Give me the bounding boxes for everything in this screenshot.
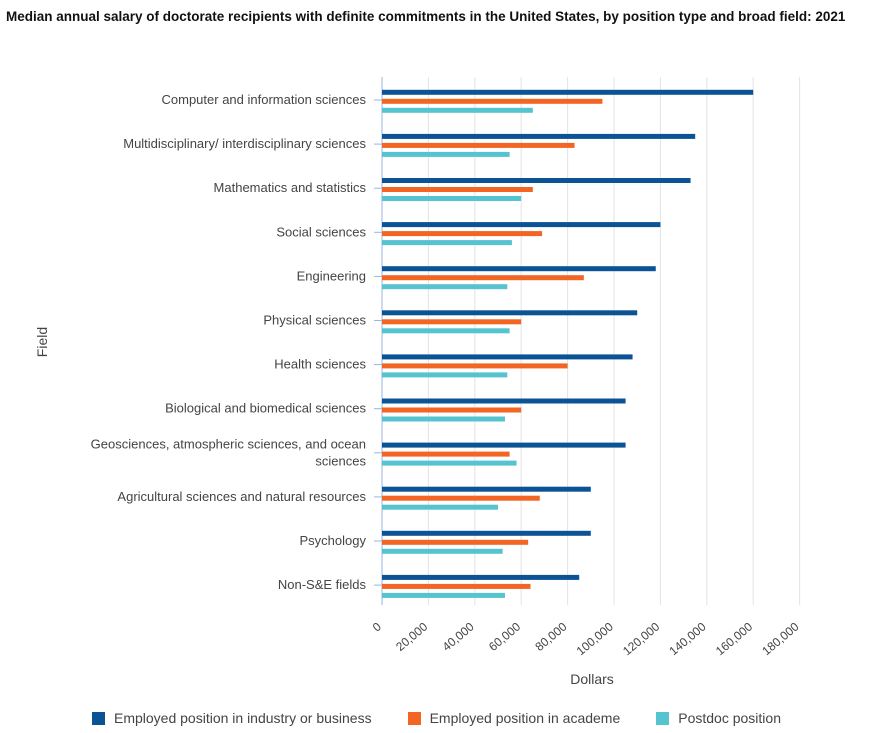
bar-industry	[382, 442, 626, 448]
bar-academe	[382, 142, 575, 148]
legend-label-industry: Employed position in industry or busines…	[114, 710, 372, 726]
bar-postdoc	[382, 151, 510, 157]
x-tick-label: 100,000	[574, 619, 616, 658]
legend-item-academe[interactable]: Employed position in academe	[407, 710, 621, 726]
bar-postdoc	[382, 372, 508, 378]
bar-academe	[382, 583, 531, 589]
category-label: Health sciences	[274, 357, 366, 372]
category-label: Mathematics and statistics	[214, 180, 367, 195]
bar-postdoc	[382, 107, 533, 113]
bar-postdoc	[382, 328, 510, 334]
bar-industry	[382, 133, 696, 139]
bar-industry	[382, 486, 591, 492]
bar-industry	[382, 178, 691, 183]
x-tick-label: 20,000	[393, 619, 430, 654]
x-tick-label: 140,000	[666, 619, 708, 658]
category-label: Computer and information sciences	[162, 92, 367, 107]
x-tick-label: 60,000	[486, 619, 523, 654]
bar-postdoc	[382, 284, 508, 290]
legend-swatch-academe	[407, 711, 421, 725]
bar-industry	[382, 310, 638, 316]
bar-industry	[382, 266, 656, 272]
bar-postdoc	[382, 460, 517, 466]
legend-label-postdoc: Postdoc position	[678, 710, 781, 726]
chart-title: Median annual salary of doctorate recipi…	[6, 9, 846, 24]
bar-academe	[382, 495, 540, 501]
legend-item-postdoc[interactable]: Postdoc position	[656, 710, 781, 726]
x-tick-label: 180,000	[759, 619, 801, 658]
bar-academe	[382, 319, 522, 325]
category-label: Physical sciences	[263, 313, 366, 328]
bar-industry	[382, 222, 661, 228]
y-axis-title: Field	[34, 327, 50, 357]
category-label: Psychology	[300, 533, 367, 548]
bar-industry	[382, 530, 591, 536]
x-tick-label: 80,000	[532, 619, 569, 654]
bar-academe	[382, 187, 533, 192]
bar-academe	[382, 275, 584, 281]
bar-industry	[382, 398, 626, 404]
category-label: Geosciences, atmospheric sciences, and o…	[91, 436, 366, 451]
bar-postdoc	[382, 240, 512, 246]
legend-label-academe: Employed position in academe	[429, 710, 621, 726]
legend-item-industry[interactable]: Employed position in industry or busines…	[92, 710, 372, 726]
bar-postdoc	[382, 196, 522, 201]
category-label: Social sciences	[276, 224, 366, 239]
category-label: sciences	[315, 453, 366, 468]
legend-swatch-postdoc	[656, 711, 670, 725]
x-axis-title: Dollars	[570, 671, 614, 687]
bar-postdoc	[382, 592, 505, 598]
x-tick-label: 160,000	[713, 619, 755, 658]
x-tick-label: 120,000	[620, 619, 662, 658]
category-label: Multidisciplinary/ interdisciplinary sci…	[123, 136, 366, 151]
bar-industry	[382, 89, 754, 95]
bar-academe	[382, 407, 522, 413]
bar-academe	[382, 231, 543, 237]
category-label: Engineering	[297, 268, 366, 283]
category-label: Agricultural sciences and natural resour…	[117, 489, 366, 504]
bar-academe	[382, 98, 603, 104]
legend: Employed position in industry or busines…	[0, 710, 873, 726]
bar-industry	[382, 354, 633, 360]
category-label: Biological and biomedical sciences	[165, 401, 366, 416]
bar-academe	[382, 539, 529, 545]
category-label: Non-S&E fields	[278, 577, 367, 592]
bar-chart: Computer and information sciences Multidi…	[34, 77, 802, 687]
bar-industry	[382, 574, 580, 580]
bar-academe	[382, 363, 568, 369]
bar-postdoc	[382, 548, 503, 554]
x-tick-label: 0	[370, 619, 384, 634]
bar-academe	[382, 451, 510, 457]
bar-postdoc	[382, 504, 498, 510]
legend-swatch-industry	[92, 711, 105, 725]
bar-postdoc	[382, 416, 505, 422]
x-tick-label: 40,000	[440, 619, 477, 654]
